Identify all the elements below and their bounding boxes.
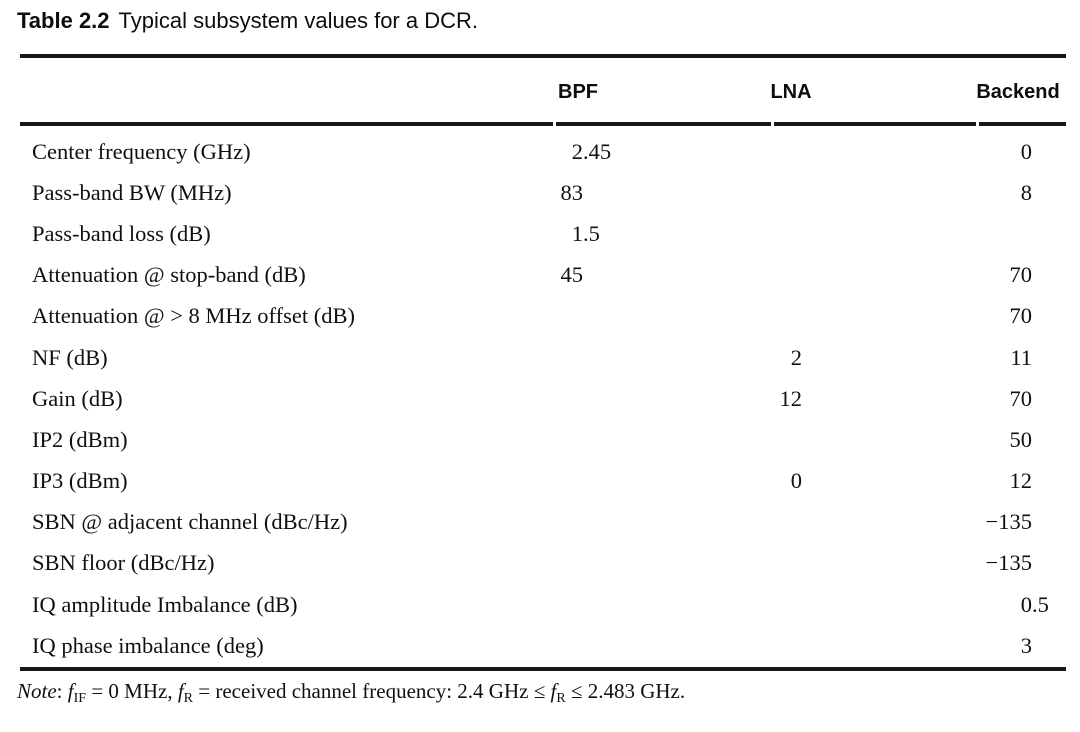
table-row: Pass-band BW (MHz) 83 8: [20, 172, 1066, 213]
column-header-lna: LNA: [770, 81, 812, 103]
table-row: IQ amplitude Imbalance (dB) 0.5: [20, 584, 1066, 625]
table-header-row: BPF LNA Backend: [0, 81, 1080, 109]
cell-lna: 12: [779, 385, 803, 411]
note-segment: R: [556, 691, 566, 706]
table-row: IP2 (dBm) 50: [20, 419, 1066, 460]
table-note: Note: fIF = 0 MHz, fR = received channel…: [17, 679, 685, 707]
column-gap: [771, 122, 774, 126]
row-label: Pass-band BW (MHz): [32, 179, 232, 205]
row-label: Attenuation @ stop-band (dB): [32, 262, 306, 288]
row-label: Center frequency (GHz): [32, 138, 251, 164]
row-label: IP3 (dBm): [32, 468, 128, 494]
note-segment: f: [177, 679, 184, 703]
cell-bpf: 1.5: [571, 220, 600, 246]
column-gap: [976, 122, 979, 126]
cell-backend: 50: [1009, 426, 1033, 452]
note-segment: f: [550, 679, 557, 703]
column-header-bpf: BPF: [558, 81, 598, 103]
cell-backend: 70: [1009, 385, 1033, 411]
cell-bpf: 2.45: [571, 138, 612, 164]
note-segment: f: [67, 679, 74, 703]
table-body: Center frequency (GHz) 2.45 0 Pass-band BW …: [20, 131, 1066, 666]
column-header-backend: Backend: [976, 81, 1060, 103]
cell-backend: 70: [1009, 262, 1033, 288]
cell-bpf: 83: [560, 179, 584, 205]
cell-backend: −135: [985, 550, 1032, 576]
cell-bpf: 45: [560, 262, 584, 288]
table-row: IP3 (dBm) 0 12: [20, 461, 1066, 502]
row-label: SBN floor (dBc/Hz): [32, 550, 215, 576]
cell-backend: 11: [1010, 344, 1032, 370]
row-label: Attenuation @ > 8 MHz offset (dB): [32, 303, 355, 329]
table-number: Table 2.2: [17, 8, 110, 33]
row-label: Pass-band loss (dB): [32, 220, 211, 246]
table-caption: Table 2.2 Typical subsystem values for a …: [17, 8, 478, 34]
note-segment: = 0 MHz,: [86, 679, 178, 703]
table-row: NF (dB) 2 11: [20, 337, 1066, 378]
row-label: IQ phase imbalance (deg): [32, 632, 264, 658]
row-label: NF (dB): [32, 344, 108, 370]
row-label: IQ amplitude Imbalance (dB): [32, 591, 298, 617]
rule-below-header: [20, 122, 1066, 126]
row-label: Gain (dB): [32, 385, 123, 411]
cell-backend: 8: [1020, 179, 1032, 205]
column-gap: [553, 122, 556, 126]
note-segment: IF: [73, 691, 87, 706]
row-label: IP2 (dBm): [32, 426, 128, 452]
table-row: Center frequency (GHz) 2.45 0: [20, 131, 1066, 172]
table-row: Attenuation @ stop-band (dB) 45 70: [20, 255, 1066, 296]
table-row: IQ phase imbalance (deg) 3: [20, 625, 1066, 666]
table-row: SBN floor (dBc/Hz) −135: [20, 543, 1066, 584]
rule-top: [20, 54, 1066, 58]
cell-backend: 0.5: [1020, 591, 1049, 617]
cell-lna: 2: [790, 344, 802, 370]
cell-backend: 0: [1020, 138, 1032, 164]
caption-text: Typical subsystem values for a DCR.: [118, 8, 478, 33]
table-row: Gain (dB) 12 70: [20, 378, 1066, 419]
note-segment: = received channel frequency: 2.4 GHz ≤: [193, 679, 551, 703]
table-row: Pass-band loss (dB) 1.5: [20, 213, 1066, 254]
cell-backend: 12: [1009, 468, 1033, 494]
row-label: SBN @ adjacent channel (dBc/Hz): [32, 509, 348, 535]
note-segment: :: [56, 679, 68, 703]
note-segment: Note: [17, 679, 57, 703]
cell-backend: 70: [1009, 303, 1033, 329]
cell-backend: 3: [1020, 632, 1032, 658]
rule-bottom: [20, 667, 1066, 671]
table-row: Attenuation @ > 8 MHz offset (dB) 70: [20, 296, 1066, 337]
table-row: SBN @ adjacent channel (dBc/Hz) −135: [20, 502, 1066, 543]
cell-lna: 0: [790, 468, 802, 494]
note-segment: R: [183, 691, 194, 706]
note-segment: ≤ 2.483 GHz.: [565, 679, 686, 703]
cell-backend: −135: [985, 509, 1032, 535]
